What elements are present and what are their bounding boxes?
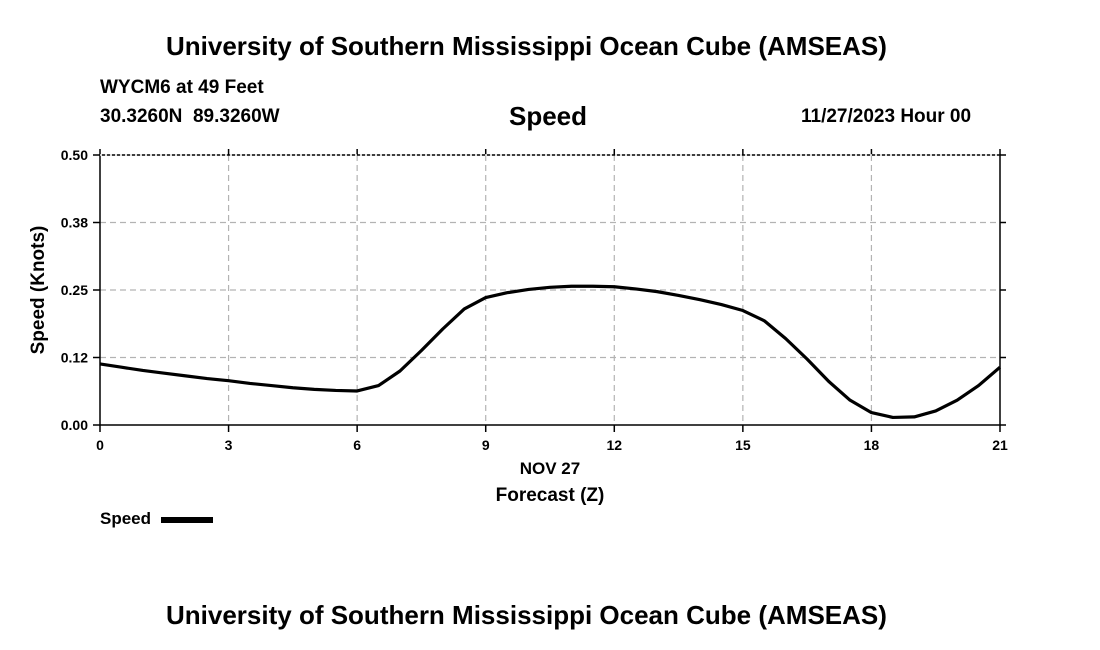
y-tick-label: 0.12 — [61, 350, 88, 366]
x-tick-label: 6 — [353, 437, 361, 453]
x-tick-label: 0 — [96, 437, 104, 453]
y-tick-label: 0.50 — [61, 147, 88, 163]
y-tick-label: 0.00 — [61, 417, 88, 433]
x-tick-label: 9 — [482, 437, 490, 453]
y-tick-label: 0.25 — [61, 282, 88, 298]
x-axis-date-label: NOV 27 — [520, 459, 580, 478]
variable-title: Speed — [509, 101, 588, 131]
legend-swatch — [161, 517, 213, 523]
forecast-datetime: 11/27/2023 Hour 00 — [801, 106, 972, 127]
x-tick-label: 21 — [992, 437, 1008, 453]
y-tick-label: 0.38 — [61, 215, 88, 231]
legend-label: Speed — [100, 509, 152, 528]
x-tick-label: 3 — [225, 437, 233, 453]
x-axis-label: Forecast (Z) — [496, 485, 605, 506]
station-label: WYCM6 at 49 Feet — [100, 77, 264, 98]
x-tick-label: 12 — [606, 437, 622, 453]
x-tick-label: 15 — [735, 437, 751, 453]
grid — [100, 155, 1000, 425]
axis-ticks: 0 3 6 9 12 15 18 21 0.00 0.12 0.25 0.38 0.50 — [61, 147, 1008, 453]
page-title: University of Southern Mississippi Ocean… — [166, 31, 887, 61]
x-tick-label: 18 — [864, 437, 880, 453]
y-axis-label: Speed (Knots) — [28, 226, 49, 355]
footer-title: University of Southern Mississippi Ocean… — [166, 600, 887, 630]
coordinates-label: 30.3260N 89.3260W — [100, 106, 280, 127]
speed-series-line — [99, 284, 1002, 420]
